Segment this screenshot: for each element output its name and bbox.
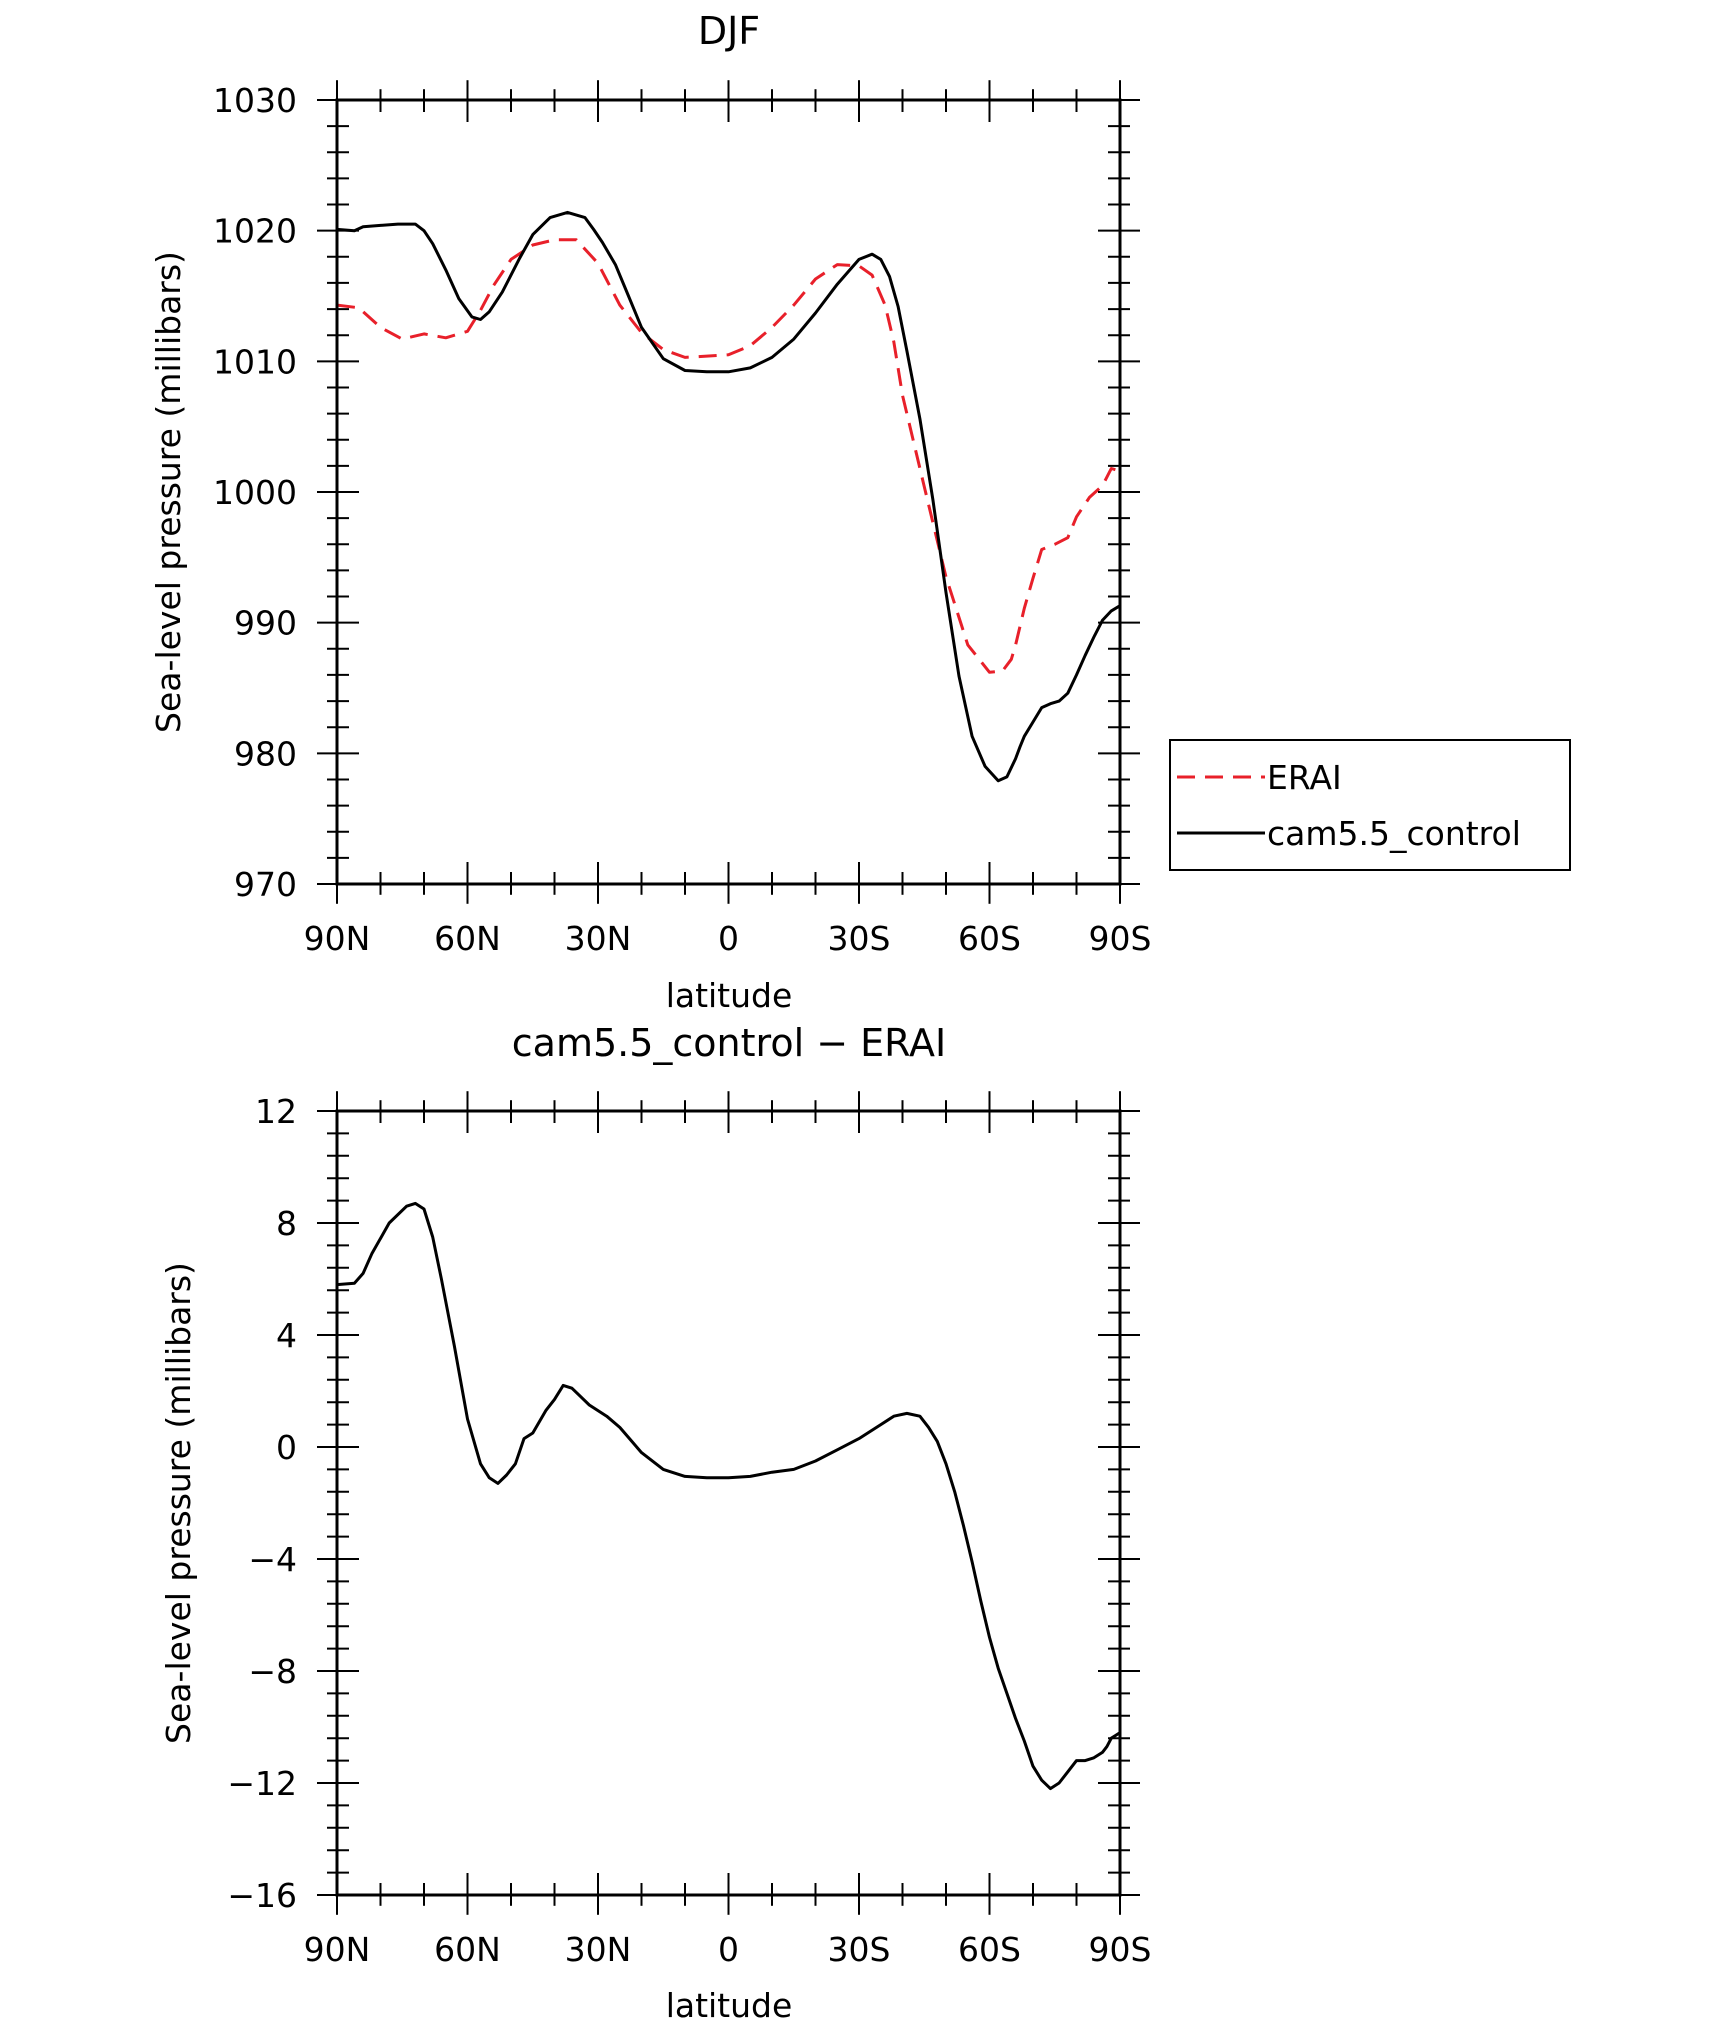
- legend-label-erai: ERAI: [1267, 758, 1342, 797]
- chart-panel-difference: cam5.5_control − ERAI 90N 60N 30N 0 30S 60S 90…: [159, 1021, 1151, 2021]
- x-tick-label: 30N: [565, 919, 632, 958]
- y-axis-label: Sea-level pressure (millibars): [149, 251, 188, 733]
- x-tick-label: 30N: [565, 1930, 632, 1969]
- tick-label-layer: 90N 60N 30N 0 30S 60S 90S 970 980 990 1000 1010 1020…: [213, 81, 1151, 958]
- tick-label-layer: 90N 60N 30N 0 30S 60S 90S −16 −12 −8 −4 0 4 8 12: [227, 1092, 1151, 1969]
- x-tick-label: 30S: [828, 919, 891, 958]
- series-layer: [336, 210, 1121, 783]
- y-tick-label: −12: [227, 1764, 297, 1803]
- series-line-cam5-5-control: [336, 210, 1121, 783]
- x-tick-label: 90S: [1089, 919, 1152, 958]
- x-tick-label: 0: [718, 919, 739, 958]
- chart-title: DJF: [698, 9, 760, 53]
- y-tick-label: −16: [227, 1876, 297, 1915]
- y-tick-label: 1020: [213, 212, 297, 251]
- x-tick-label: 30S: [828, 1930, 891, 1969]
- x-tick-label: 90S: [1089, 1930, 1152, 1969]
- x-tick-label: 60S: [958, 919, 1021, 958]
- y-tick-label: 8: [276, 1204, 297, 1243]
- chart-title: cam5.5_control − ERAI: [512, 1021, 946, 1065]
- y-tick-label: 1010: [213, 342, 297, 381]
- plot-frame: [335, 1109, 1122, 1897]
- x-axis-label: latitude: [666, 976, 793, 1015]
- y-tick-label: −8: [248, 1652, 297, 1691]
- y-tick-label: 0: [276, 1428, 297, 1467]
- chart-panel-djf: DJF 90N 60N 30N 0 30S 60S 90S 970 980 990 1000 1010…: [149, 9, 1571, 1015]
- series-line-erai: [336, 238, 1121, 674]
- x-tick-label: 90N: [304, 919, 371, 958]
- y-tick-label: 970: [234, 865, 297, 904]
- x-tick-label: 0: [718, 1930, 739, 1969]
- x-tick-label: 60S: [958, 1930, 1021, 1969]
- y-tick-label: 12: [255, 1092, 297, 1131]
- x-tick-label: 90N: [304, 1930, 371, 1969]
- y-tick-label: 1000: [213, 473, 297, 512]
- y-axis-label: Sea-level pressure (millibars): [159, 1262, 198, 1744]
- x-tick-label: 60N: [434, 1930, 501, 1969]
- y-tick-label: 1030: [213, 81, 297, 120]
- legend-box: [1169, 739, 1571, 871]
- tick-layer: [317, 80, 1140, 904]
- y-tick-label: 4: [276, 1316, 297, 1355]
- tick-layer: [317, 1091, 1140, 1915]
- x-tick-label: 60N: [434, 919, 501, 958]
- plot-frame: [335, 98, 1122, 886]
- series-layer: [336, 1201, 1121, 1791]
- series-line-difference: [336, 1201, 1121, 1791]
- x-axis-label: latitude: [666, 1986, 793, 2021]
- y-tick-label: −4: [248, 1540, 297, 1579]
- y-tick-label: 990: [234, 604, 297, 643]
- y-tick-label: 980: [234, 734, 297, 773]
- legend: ERAI cam5.5_control: [1169, 739, 1571, 871]
- legend-label-cam5: cam5.5_control: [1267, 814, 1521, 853]
